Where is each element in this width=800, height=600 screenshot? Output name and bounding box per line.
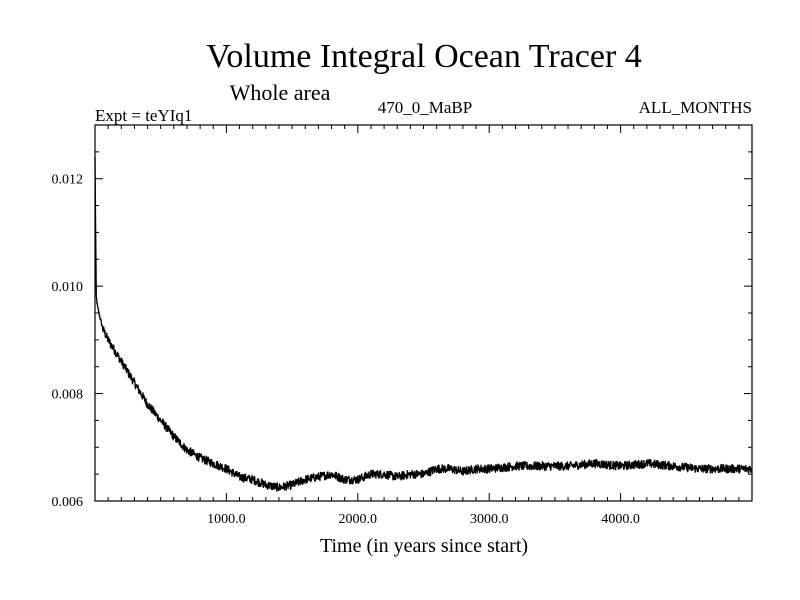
x-tick-label: 2000.0 — [339, 512, 378, 527]
y-tick-label: 0.012 — [52, 173, 84, 188]
y-tick-label: 0.010 — [52, 280, 84, 295]
months-label: ALL_MONTHS — [639, 98, 752, 117]
experiment-label: Expt = teYIq1 — [95, 106, 192, 125]
series-line — [94, 156, 753, 492]
period-label: 470_0_MaBP — [378, 98, 472, 117]
tick-marks — [95, 125, 752, 501]
chart-subtitle: Whole area — [230, 80, 331, 105]
x-tick-label: 4000.0 — [601, 512, 640, 527]
plot-frame — [94, 124, 753, 502]
x-tick-label: 3000.0 — [470, 512, 509, 527]
tick-labels: 1000.0 2000.0 3000.0 4000.0 0.006 0.008 0.010 0… — [52, 173, 640, 527]
series-layer — [94, 156, 753, 492]
y-tick-label: 0.008 — [52, 388, 84, 403]
x-axis-title: Time (in years since start) — [320, 535, 528, 557]
x-tick-label: 1000.0 — [207, 512, 246, 527]
chart-title: Volume Integral Ocean Tracer 4 — [206, 38, 642, 75]
y-tick-label: 0.006 — [52, 495, 84, 510]
